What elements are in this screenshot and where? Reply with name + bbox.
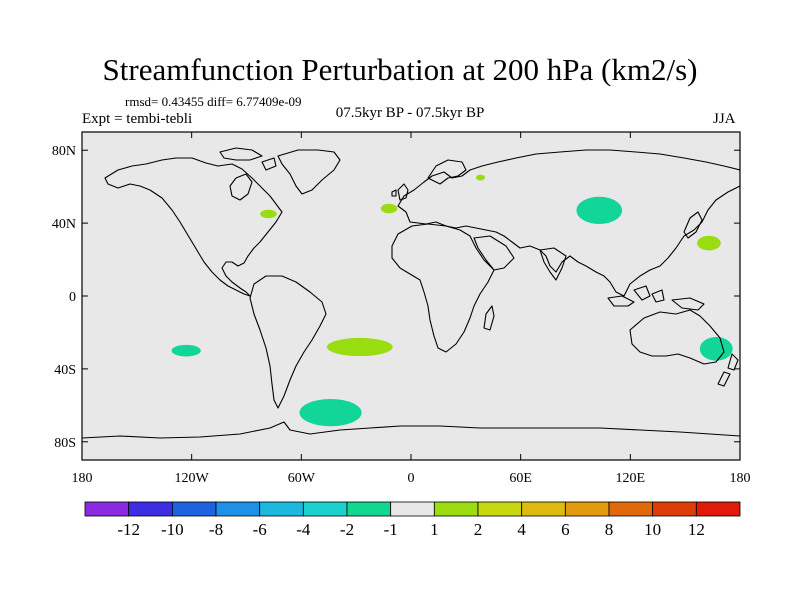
colorbar-label: -1	[384, 520, 398, 539]
coast-japan	[683, 211, 703, 239]
season-label: JJA	[713, 111, 736, 127]
coast-antarctica	[82, 421, 740, 439]
colorbar-swatch	[346, 501, 392, 517]
lon-tick-label: 60E	[509, 471, 532, 486]
colorbar-swatch	[695, 501, 741, 517]
coast-south-america	[249, 275, 327, 409]
coast-africa	[391, 223, 495, 353]
colorbar-swatch	[215, 501, 261, 517]
anomaly-east-australia	[699, 337, 733, 361]
anomaly-north-pacific-east	[697, 235, 721, 251]
anomaly-layer	[171, 174, 733, 427]
colorbar-swatch	[171, 501, 217, 517]
colorbar-label: 4	[517, 520, 526, 539]
colorbar-label: -8	[209, 520, 223, 539]
anomaly-north-atlantic	[380, 203, 398, 214]
lon-tick-label: 60W	[288, 471, 316, 486]
anomaly-south-pacific	[171, 344, 201, 357]
lat-tick-label: 0	[69, 290, 76, 305]
coast-indonesia	[607, 285, 665, 307]
colorbar-label: -12	[117, 520, 140, 539]
experiment-label: Expt = tembi-tebli	[82, 111, 193, 127]
lat-tick-label: 40N	[52, 217, 76, 232]
anomaly-great-lakes	[260, 209, 277, 219]
lon-tick-label: 180	[730, 471, 751, 486]
colorbar-swatch	[652, 501, 697, 517]
coast-scandinavia	[427, 159, 467, 185]
colorbar-label: 6	[561, 520, 570, 539]
coast-arabia	[473, 235, 515, 271]
anomaly-southern-ocean	[299, 398, 362, 427]
coast-india	[539, 247, 567, 281]
colorbar-swatch	[128, 501, 173, 517]
coast-australia	[629, 309, 725, 365]
colorbar-label: 1	[430, 520, 439, 539]
anomaly-south-atlantic	[326, 337, 393, 357]
colorbar-label: -4	[296, 520, 311, 539]
colorbar-swatch	[390, 501, 435, 517]
colorbar-swatch	[521, 501, 566, 517]
lat-tick-label: 40S	[54, 363, 76, 378]
coast-madagascar	[483, 305, 495, 331]
coast-british-isles	[391, 183, 409, 201]
coast-new-guinea	[671, 297, 705, 311]
colorbar-swatch	[433, 501, 479, 517]
rmsd-diff-label: rmsd= 0.43455 diff= 6.77409e-09	[125, 94, 302, 109]
coast-arctic-islands	[219, 147, 277, 171]
colorbar-label: 2	[474, 520, 483, 539]
colorbar: -12 -10 -8 -6 -4 -2 -1 1 2 4 6 8 10 12	[84, 501, 741, 539]
colorbar-label: 10	[644, 520, 661, 539]
colorbar-label: -2	[340, 520, 354, 539]
colorbar-swatch	[84, 501, 130, 517]
colorbar-swatch	[564, 501, 610, 517]
axis-ticks: 180 120W 60W 0 60E 120E 180 80N 40N 0 40S 80S	[52, 132, 751, 486]
coast-eurasia	[397, 149, 740, 297]
colorbar-swatch	[608, 501, 654, 517]
coast-north-america	[104, 157, 283, 297]
colorbar-label: -6	[253, 520, 267, 539]
lat-tick-label: 80S	[54, 436, 76, 451]
colorbar-swatch	[302, 501, 348, 517]
period-label: 07.5kyr BP - 07.5kyr BP	[335, 105, 485, 121]
colorbar-swatch	[259, 501, 304, 517]
figure-title: Streamfunction Perturbation at 200 hPa (…	[102, 52, 698, 87]
coast-greenland	[277, 149, 341, 195]
anomaly-central-asia	[576, 196, 623, 225]
lon-tick-label: 120E	[616, 471, 646, 486]
colorbar-swatch	[477, 501, 523, 517]
coastlines	[82, 147, 740, 439]
colorbar-label: 12	[688, 520, 705, 539]
lon-tick-label: 0	[408, 471, 415, 486]
colorbar-label: 8	[605, 520, 614, 539]
map-background	[82, 132, 740, 460]
lat-tick-label: 80N	[52, 144, 76, 159]
lon-tick-label: 120W	[175, 471, 210, 486]
coast-hudson-bay	[229, 173, 253, 201]
coast-new-zealand	[717, 353, 739, 387]
anomaly-black-sea	[475, 174, 486, 181]
lon-tick-label: 180	[72, 471, 93, 486]
colorbar-label: -10	[161, 520, 184, 539]
